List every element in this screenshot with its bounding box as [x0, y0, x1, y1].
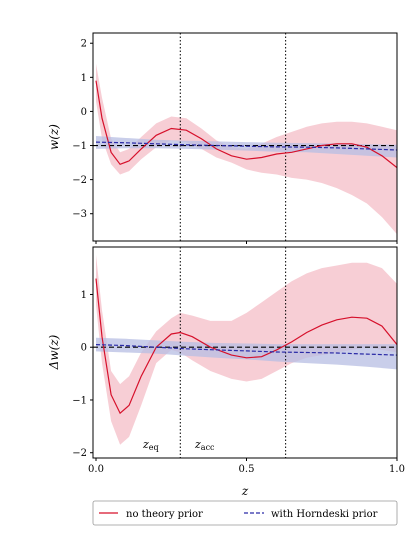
series-line-1-0: [95, 278, 397, 415]
annotation-z-acc: zacc: [194, 438, 215, 452]
series-line-1-1: [95, 344, 397, 356]
panel-w-ylabel: w(z): [47, 124, 61, 150]
series-line-0-0: [95, 80, 397, 169]
ytick-label-1-2: 0: [81, 343, 87, 354]
xtick-label-1: 0.5: [239, 464, 255, 475]
panel-delta-w-ylabel: Δw(z): [47, 334, 61, 370]
x-axis-label: z: [241, 484, 249, 498]
panel-w: −3 −2 −1 0 1 2 w(z): [47, 32, 398, 244]
xtick-label-2: 1.0: [389, 464, 405, 475]
ytick-label-0-5: 2: [81, 39, 87, 50]
legend-label-no-theory-prior: no theory prior: [126, 509, 203, 520]
panel-w-frame: [92, 32, 398, 242]
ytick-label-1-3: 1: [81, 290, 87, 301]
xtick-label-0: 0.0: [88, 464, 104, 475]
ytick-label-1-1: −1: [72, 395, 87, 406]
ytick-label-0-1: −2: [72, 175, 87, 186]
panel-delta-w-frame: [92, 246, 398, 459]
band-1-1: [96, 337, 397, 370]
ytick-label-0-0: −3: [72, 209, 87, 220]
ytick-label-0-3: 0: [81, 107, 87, 118]
ytick-label-0-2: −1: [72, 141, 87, 152]
ytick-label-1-0: −2: [72, 448, 87, 459]
panel-delta-w: −2 −1 0 1 0.0 0.5 1.0 Δw(z) zeq zacc: [47, 246, 405, 475]
legend-label-horndeski-prior: with Horndeski prior: [271, 509, 378, 520]
ytick-label-0-4: 1: [81, 73, 87, 84]
legend: no theory prior with Horndeski prior: [92, 500, 398, 526]
series-line-0-1: [95, 141, 397, 151]
annotation-z-eq: zeq: [142, 438, 159, 452]
